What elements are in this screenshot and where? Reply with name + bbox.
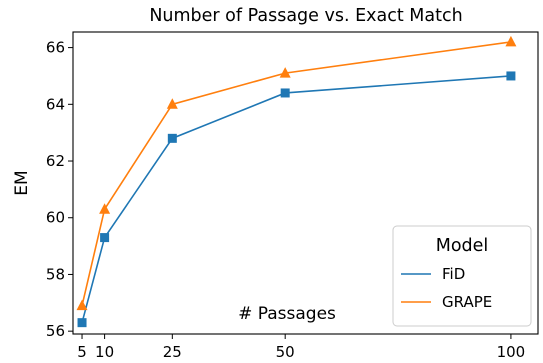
data-point — [506, 71, 516, 81]
x-axis-label: # Passages — [238, 304, 336, 324]
data-point — [100, 233, 110, 243]
chart-title: Number of Passage vs. Exact Match — [149, 6, 462, 26]
series-fid — [77, 71, 516, 328]
legend-title: Model — [436, 236, 489, 256]
data-point — [166, 98, 178, 109]
legend-box — [392, 225, 532, 327]
plot-area-frame — [72, 31, 539, 335]
y-tick-label: 60 — [46, 209, 65, 227]
x-tick-label: 50 — [276, 343, 295, 361]
data-point — [77, 318, 87, 328]
x-tick-label: 100 — [497, 343, 526, 361]
y-tick-label: 64 — [46, 95, 65, 113]
data-point — [505, 35, 517, 47]
y-tick-label: 56 — [46, 322, 65, 340]
legend-label: GRAPE — [442, 293, 492, 311]
series-grape — [76, 35, 517, 311]
y-tick-label: 58 — [46, 265, 65, 283]
data-point — [99, 203, 111, 214]
legend: Model FiD GRAPE — [392, 225, 532, 327]
y-tick-label: 66 — [46, 39, 65, 57]
legend-label: FiD — [442, 265, 465, 283]
series-layer — [76, 35, 517, 328]
x-tick-label: 10 — [95, 343, 114, 361]
data-point — [279, 67, 291, 78]
data-point — [76, 299, 88, 311]
y-axis: 56 58 60 62 64 66 — [46, 39, 73, 340]
data-point — [167, 133, 177, 143]
y-axis-label: EM — [12, 170, 32, 195]
x-axis: 5 10 25 50 100 — [77, 334, 525, 361]
data-point — [280, 88, 290, 98]
legend-item-grape: GRAPE — [401, 293, 492, 311]
x-tick-label: 25 — [163, 343, 182, 361]
y-tick-label: 62 — [46, 152, 65, 170]
legend-item-fid: FiD — [401, 265, 465, 283]
x-tick-label: 5 — [77, 343, 87, 361]
